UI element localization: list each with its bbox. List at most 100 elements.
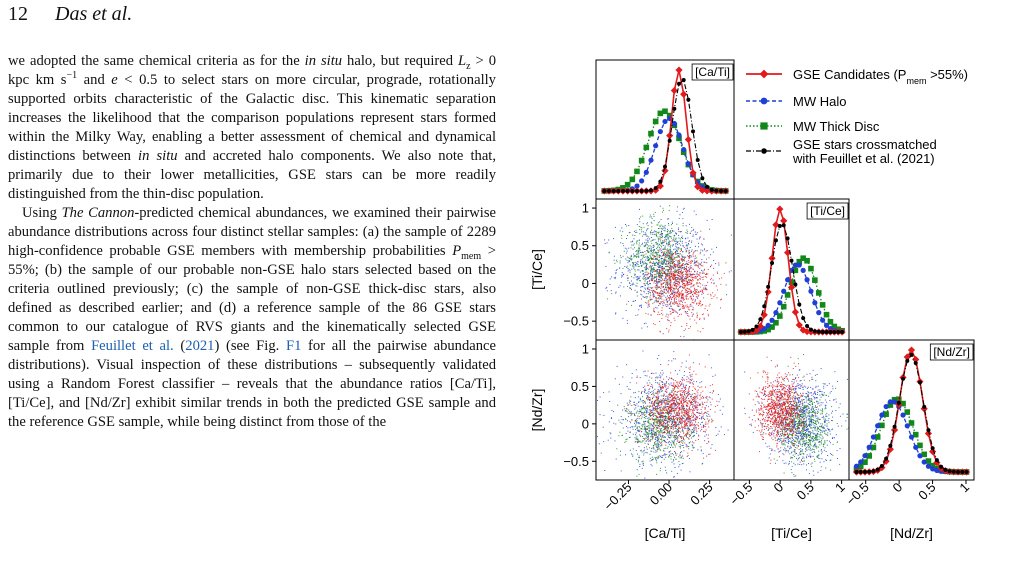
scatter-point	[660, 385, 662, 387]
scatter-point	[676, 281, 678, 282]
scatter-point	[657, 297, 659, 299]
scatter-point	[674, 274, 676, 276]
scatter-point	[644, 411, 646, 413]
scatter-point	[651, 410, 653, 411]
scatter-point	[656, 446, 658, 448]
scatter-point	[709, 453, 711, 455]
scatter-point	[661, 401, 663, 403]
scatter-point	[655, 428, 657, 430]
scatter-point	[650, 275, 652, 277]
scatter-point	[639, 441, 641, 443]
scatter-point	[675, 437, 677, 438]
citation-link[interactable]: Feuillet et al.	[91, 338, 174, 354]
scatter-point	[671, 257, 673, 259]
scatter-point	[691, 273, 693, 275]
scatter-point	[692, 441, 693, 443]
scatter-point	[667, 387, 669, 389]
scatter-point	[615, 273, 617, 275]
scatter-point	[696, 381, 698, 383]
scatter-point	[686, 229, 688, 231]
scatter-point	[677, 270, 679, 272]
scatter-point	[634, 235, 636, 236]
scatter-point	[697, 449, 699, 451]
scatter-point	[697, 425, 699, 427]
running-authors: Das et al.	[55, 3, 133, 25]
scatter-point	[638, 473, 640, 475]
scatter-point	[667, 431, 669, 433]
scatter-point	[672, 271, 674, 273]
scatter-point	[669, 434, 671, 436]
scatter-point	[657, 382, 658, 384]
scatter-point	[649, 409, 651, 411]
scatter-point	[651, 299, 653, 300]
scatter-point	[671, 240, 673, 242]
scatter-point	[643, 263, 645, 265]
scatter-point	[684, 414, 686, 416]
scatter-point	[681, 422, 683, 424]
scatter-point	[686, 433, 688, 435]
scatter-point	[674, 240, 676, 242]
scatter-point	[691, 240, 693, 242]
scatter-point	[618, 286, 620, 288]
scatter-point	[636, 429, 638, 431]
scatter-point	[673, 418, 675, 420]
scatter-point	[667, 406, 669, 408]
scatter-point	[667, 280, 669, 282]
scatter-point	[686, 444, 688, 446]
scatter-point	[648, 421, 650, 423]
scatter-point	[662, 245, 664, 246]
scatter-point	[641, 262, 643, 263]
scatter-point	[666, 302, 668, 304]
scatter-point	[676, 428, 678, 430]
scatter-point	[666, 262, 667, 264]
scatter-point	[683, 428, 685, 430]
scatter-point	[660, 439, 662, 440]
scatter-point	[673, 382, 675, 384]
scatter-point	[718, 401, 720, 403]
scatter-point	[637, 251, 639, 253]
scatter-point	[671, 432, 673, 434]
scatter-point	[701, 261, 703, 263]
scatter-point	[689, 372, 691, 373]
scatter-point	[689, 273, 691, 275]
scatter-point	[796, 386, 798, 388]
scatter-point	[644, 400, 646, 402]
scatter-point	[647, 251, 649, 253]
scatter-point	[666, 423, 668, 425]
scatter-point	[646, 256, 648, 258]
scatter-point	[685, 274, 687, 276]
scatter-point	[677, 272, 679, 274]
scatter-point	[659, 407, 661, 409]
scatter-point	[688, 309, 690, 311]
scatter-point	[693, 292, 695, 294]
scatter-point	[702, 403, 704, 405]
scatter-point	[639, 304, 641, 306]
scatter-point	[701, 290, 703, 291]
citation-link[interactable]: 2021	[185, 338, 215, 354]
citation-link[interactable]: F1	[285, 338, 302, 354]
scatter-point	[652, 290, 654, 291]
scatter-point	[665, 442, 667, 444]
scatter-point	[665, 398, 667, 400]
scatter-point	[639, 406, 641, 408]
scatter-point	[673, 388, 675, 390]
scatter-point	[674, 301, 676, 303]
scatter-point	[691, 444, 693, 446]
scatter-point	[638, 265, 640, 267]
scatter-point	[677, 277, 679, 279]
scatter-point	[696, 430, 698, 432]
scatter-point	[701, 401, 703, 403]
scatter-point	[639, 429, 641, 431]
scatter-point	[674, 276, 676, 278]
scatter-point	[666, 298, 668, 300]
scatter-point	[690, 326, 691, 328]
scatter-point	[683, 207, 685, 209]
scatter-point	[666, 285, 668, 286]
scatter-point	[681, 290, 683, 292]
scatter-point	[689, 379, 691, 381]
scatter-point	[669, 256, 671, 258]
scatter-point	[681, 273, 683, 275]
scatter-point	[645, 428, 647, 430]
scatter-point	[653, 404, 655, 406]
scatter-point	[693, 409, 695, 411]
